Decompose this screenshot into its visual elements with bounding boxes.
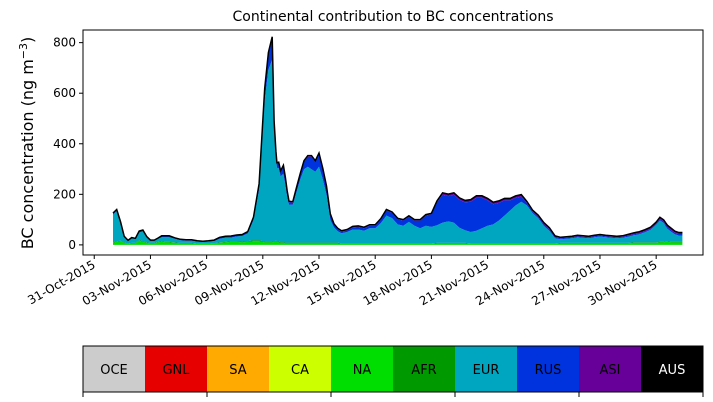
legend-frame: [82, 345, 704, 393]
legend-label: AUS: [659, 363, 686, 378]
chart-title: Continental contribution to BC concentra…: [232, 9, 553, 25]
area-aus: [113, 36, 683, 242]
legend-label: OCE: [100, 363, 128, 378]
legend-swatch-eur: [455, 346, 517, 392]
y-axis-label-main: BC concentration (ng m: [18, 59, 37, 249]
legend-label: AFR: [411, 363, 436, 378]
plot-areas: [113, 36, 683, 245]
y-axis-label-sup: −3: [17, 43, 30, 59]
y-tick-label: 200: [53, 187, 76, 201]
area-asi: [113, 36, 683, 242]
legend-swatch-aus: [641, 346, 703, 392]
y-axis-label: BC concentration (ng m−3): [17, 37, 37, 250]
legend-label: EUR: [473, 363, 500, 378]
legend-swatch-afr: [393, 346, 455, 392]
total-line: [112, 36, 683, 243]
legend-label: CA: [291, 363, 309, 378]
x-axis: 31-Oct-201503-Nov-201506-Nov-201509-Nov-…: [25, 255, 660, 308]
y-axis-label-close: ): [18, 37, 37, 43]
legend-label: ASI: [600, 363, 621, 378]
legend-swatch-ca: [269, 346, 331, 392]
plot-frame: [82, 29, 704, 256]
legend-swatch-gnl: [145, 346, 207, 392]
y-tick-label: 600: [53, 86, 76, 100]
legend-swatch-rus: [517, 346, 579, 392]
legend-colorbar: OCE GNL SA CA NA AFR EUR RUS ASI AUS: [82, 345, 704, 397]
area-afr: [113, 240, 683, 244]
y-tick-label: 400: [53, 137, 76, 151]
area-na: [113, 240, 683, 245]
legend-label: GNL: [162, 363, 190, 378]
legend-label: RUS: [535, 363, 562, 378]
area-rus: [113, 39, 683, 243]
y-tick-label: 0: [68, 238, 76, 252]
y-axis: 0 200 400 600 800: [53, 36, 83, 252]
area-eur: [113, 59, 683, 244]
legend-label: NA: [353, 363, 372, 378]
legend-swatch-sa: [207, 346, 269, 392]
legend-label: SA: [229, 363, 246, 378]
legend-swatch-asi: [579, 346, 641, 392]
y-tick-label: 800: [53, 36, 76, 50]
legend-swatch-oce: [83, 346, 145, 392]
legend-swatch-na: [331, 346, 393, 392]
